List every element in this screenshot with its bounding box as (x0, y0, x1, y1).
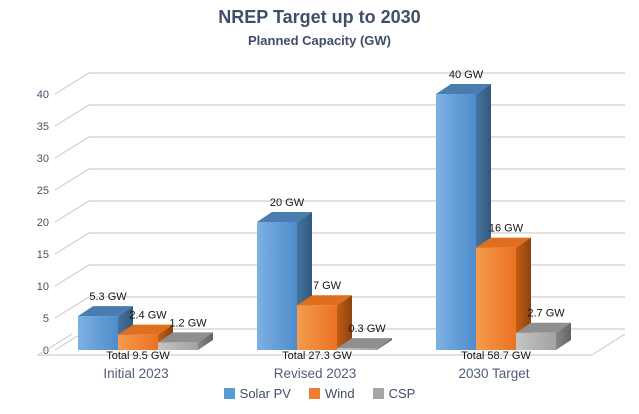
bar-top-face (476, 237, 531, 248)
legend-item-solar-pv: Solar PV (223, 386, 291, 401)
legend-item-wind: Wind (308, 386, 355, 401)
chart-title: NREP Target up to 2030 (218, 7, 421, 27)
legend-swatch-csp-icon (372, 388, 384, 399)
y-tick-label: 15 (37, 249, 49, 261)
bar-value-label: 1.2 GW (169, 317, 207, 329)
bar-side-face (516, 237, 531, 350)
legend-swatch-solar-pv-icon (223, 388, 235, 399)
y-tick-label: 30 (37, 153, 49, 165)
y-tick-label: 20 (37, 217, 49, 229)
bar-value-label: 20 GW (270, 197, 305, 209)
gridline (54, 136, 625, 159)
bar-front-face (257, 222, 297, 350)
bar-value-label: 2.4 GW (129, 310, 167, 322)
bar-value-label: 5.3 GW (89, 291, 127, 303)
bar-csp-revised-2023: 0.3 GW (337, 323, 392, 350)
bar-top-face (78, 306, 133, 317)
bar-solar-pv-initial-2023: 5.3 GW (78, 291, 133, 350)
bar-value-label: 16 GW (489, 223, 524, 235)
legend-item-csp: CSP (372, 386, 416, 401)
y-tick-label: 40 (37, 89, 49, 101)
y-tick-label: 25 (37, 185, 49, 197)
y-tick-label: 5 (43, 313, 49, 325)
bar-front-face (516, 332, 556, 350)
bar-top-face (158, 332, 213, 343)
bar-wind-2030-target: 16 GW (476, 223, 531, 350)
bar-value-label: 7 GW (313, 280, 342, 292)
gridline (54, 72, 625, 95)
legend-label-solar-pv: Solar PV (239, 386, 291, 401)
chart-subtitle: Planned Capacity (GW) (247, 33, 392, 48)
legend-label-csp: CSP (388, 386, 416, 401)
bar-front-face (118, 334, 158, 350)
bar-front-face (158, 342, 198, 350)
bar-csp-2030-target: 2.7 GW (516, 308, 571, 350)
bar-top-face (297, 295, 352, 306)
bar-top-face (516, 322, 571, 333)
floor-edge (36, 333, 626, 356)
legend-swatch-wind-icon (308, 388, 320, 399)
bar-side-face (556, 322, 571, 350)
total-label: Total 58.7 GW (461, 350, 531, 362)
gridline (54, 232, 625, 255)
total-label: Total 27.3 GW (282, 350, 352, 362)
category-label: 2030 Target (458, 366, 529, 381)
category-label: Initial 2023 (103, 366, 168, 381)
bar-top-face (337, 338, 392, 349)
bar-front-face (78, 316, 118, 350)
bar-value-label: 0.3 GW (348, 323, 386, 335)
y-tick-label: 35 (37, 121, 49, 133)
chart-legend: Solar PV Wind CSP (0, 386, 639, 401)
bar-solar-pv-revised-2023: 20 GW (257, 197, 312, 350)
gridlines: 0 5 10 15 20 25 30 35 40 (36, 72, 626, 357)
bar-front-face (436, 94, 476, 350)
total-label: Total 9.5 GW (106, 350, 170, 362)
y-tick-label: 0 (43, 345, 49, 357)
bar-value-label: 40 GW (449, 69, 484, 81)
gridline (54, 168, 625, 191)
bar-front-face (476, 247, 516, 350)
bar-csp-initial-2023: 1.2 GW (158, 317, 213, 350)
bar-front-face (337, 348, 377, 350)
bar-top-face (118, 324, 173, 335)
bar-value-label: 2.7 GW (527, 308, 565, 320)
bar-front-face (297, 305, 337, 350)
gridline (54, 200, 625, 223)
y-tick-label: 10 (37, 281, 49, 293)
bar-side-face (198, 332, 213, 350)
bar-side-face (377, 338, 392, 350)
bar-wind-revised-2023: 7 GW (297, 280, 352, 350)
gridline (54, 104, 625, 127)
bar-side-face (337, 295, 352, 350)
bar-top-face (436, 84, 491, 94)
legend-label-wind: Wind (324, 386, 355, 401)
category-label: Revised 2023 (274, 366, 357, 381)
bar-top-face (257, 212, 312, 222)
